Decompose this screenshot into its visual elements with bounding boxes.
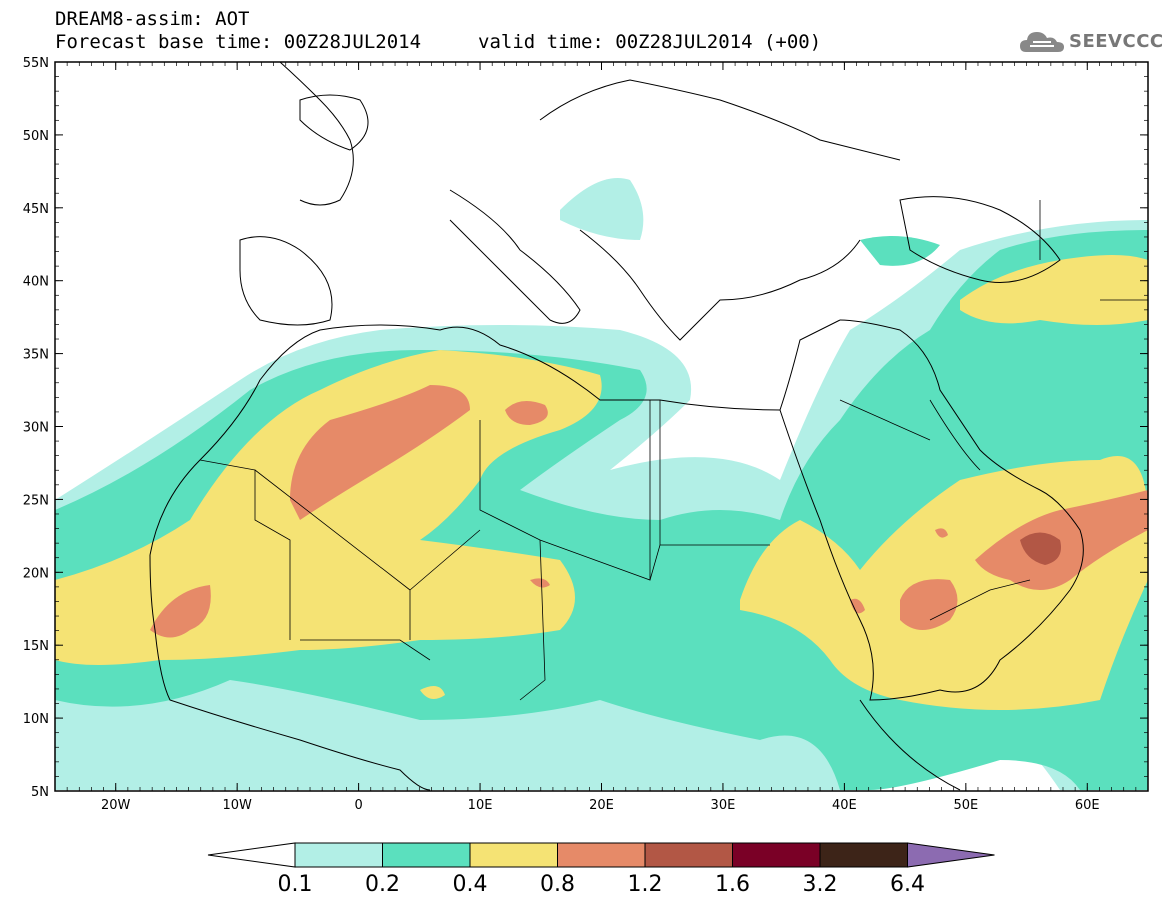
map-title: DREAM8-assim: AOT xyxy=(55,8,250,30)
colorbar-high-triangle xyxy=(907,842,995,868)
colorbar-label: 1.6 xyxy=(715,872,750,897)
lon-label: 60E xyxy=(1075,798,1100,813)
lat-label: 45N xyxy=(23,202,49,217)
cloud-icon xyxy=(1020,32,1064,52)
colorbar-box xyxy=(469,842,558,868)
lon-label: 0 xyxy=(354,798,362,813)
colorbar-label: 0.4 xyxy=(453,872,488,897)
forecast-base-time: Forecast base time: 00Z28JUL2014 xyxy=(55,31,422,53)
lon-label: 30E xyxy=(711,798,736,813)
lon-label: 20W xyxy=(101,798,131,813)
lat-label: 30N xyxy=(23,421,49,436)
lat-label: 55N xyxy=(23,56,49,71)
colorbar-label: 0.1 xyxy=(278,872,313,897)
colorbar-box xyxy=(644,842,733,868)
lat-label: 25N xyxy=(23,493,49,508)
colorbar-box xyxy=(382,842,471,868)
lat-label: 35N xyxy=(23,348,49,363)
lat-label: 40N xyxy=(23,275,49,290)
axis-ticks xyxy=(54,61,1149,792)
colorbar-box xyxy=(732,842,821,868)
colorbar-label: 6.4 xyxy=(890,872,925,897)
lat-label: 15N xyxy=(23,639,49,654)
lon-label: 10E xyxy=(468,798,493,813)
colorbar-label: 3.2 xyxy=(803,872,838,897)
colorbar-label: 0.2 xyxy=(365,872,400,897)
lat-label: 10N xyxy=(23,712,49,727)
lon-label: 20E xyxy=(589,798,614,813)
aot-band-0.8 xyxy=(150,385,1148,638)
lon-label: 10W xyxy=(222,798,252,813)
lon-label: 40E xyxy=(832,798,857,813)
valid-time: valid time: 00Z28JUL2014 (+00) xyxy=(478,31,822,53)
lon-label: 50E xyxy=(953,798,978,813)
colorbar-label: 1.2 xyxy=(628,872,663,897)
lat-label: 50N xyxy=(23,129,49,144)
colorbar-box xyxy=(819,842,908,868)
longitude-labels: 20W 10W 0 10E 20E 30E 40E 50E 60E xyxy=(101,798,1100,813)
colorbar-label: 0.8 xyxy=(540,872,575,897)
latitude-labels: 55N 50N 45N 40N 35N 30N 25N 20N 15N 10N 5N xyxy=(23,56,49,800)
colorbar-box xyxy=(557,842,646,868)
colorbar-box xyxy=(294,842,383,868)
colorbar-low-triangle xyxy=(207,842,296,868)
lat-label: 20N xyxy=(23,566,49,581)
lat-label: 5N xyxy=(31,785,49,800)
aot-band-1.2 xyxy=(1020,532,1061,565)
aot-field xyxy=(55,178,1148,790)
borders xyxy=(199,200,1148,701)
coastlines xyxy=(149,62,1084,791)
logo-text: SEEVCCC xyxy=(1069,31,1164,52)
